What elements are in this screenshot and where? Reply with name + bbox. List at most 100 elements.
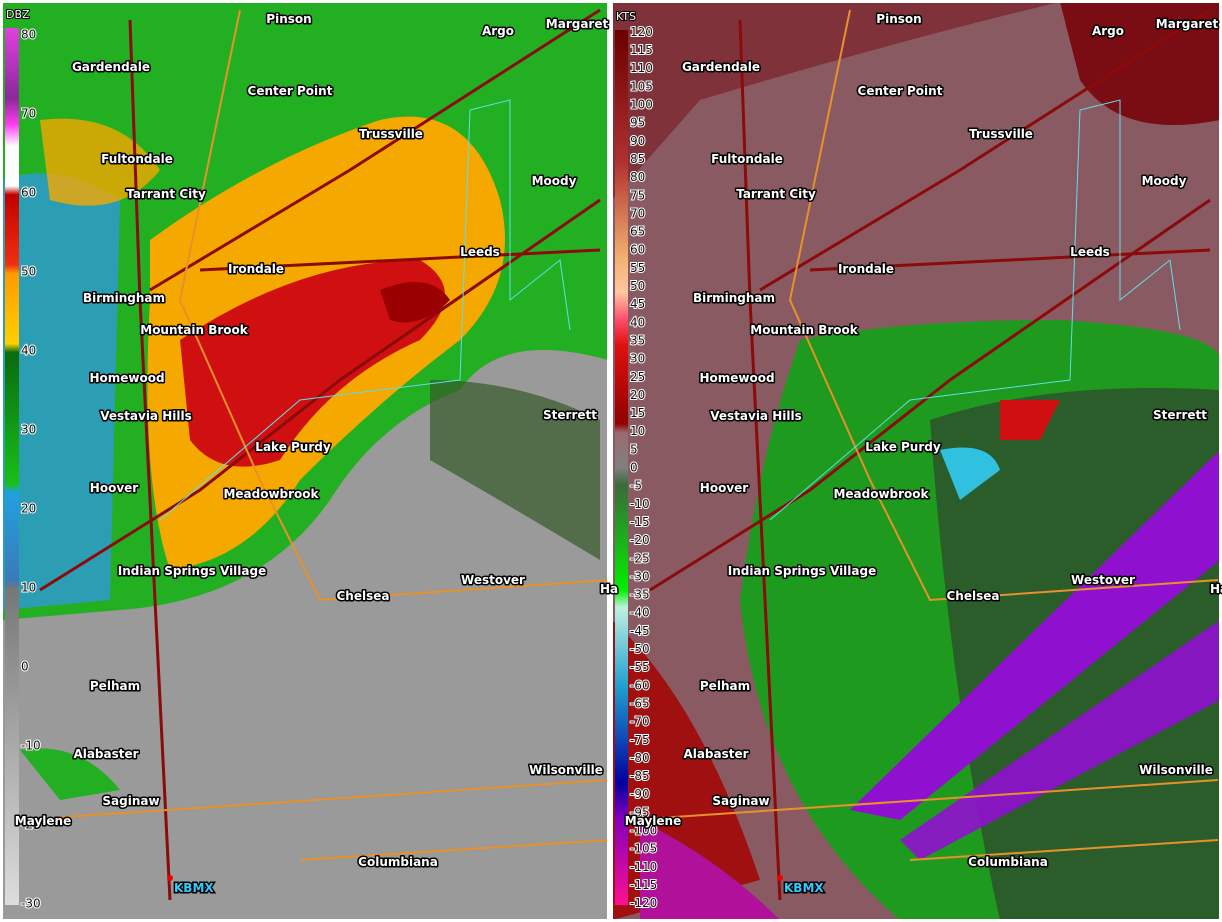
scale-label: -65 — [630, 696, 650, 710]
scale-label: -20 — [21, 818, 41, 832]
city-label: Pelham — [90, 679, 140, 693]
city-label: Homewood — [699, 371, 774, 385]
scale-label: 70 — [630, 206, 645, 220]
city-label: Mountain Brook — [140, 323, 248, 337]
scale-label: -20 — [630, 533, 650, 547]
city-label: Birmingham — [693, 291, 775, 305]
scale-label: -50 — [630, 642, 650, 656]
city-label: Lake Purdy — [255, 440, 331, 454]
city-label: Pinson — [266, 12, 311, 26]
scale-label: 0 — [21, 660, 29, 674]
scale-unit: DBZ — [6, 8, 30, 21]
scale-label: -45 — [630, 624, 650, 638]
city-label: Meadowbrook — [833, 487, 929, 501]
city-label: Ha — [600, 582, 618, 596]
scale-label: 80 — [630, 170, 645, 184]
scale-label: -35 — [630, 588, 650, 602]
scale-label: 20 — [21, 502, 36, 516]
city-label: Fultondale — [101, 152, 173, 166]
city-label: Birmingham — [83, 291, 165, 305]
scale-label: 70 — [21, 107, 36, 121]
scale-label: 25 — [630, 370, 645, 384]
scale-label: -115 — [630, 878, 657, 892]
scale-label: 115 — [630, 43, 653, 57]
city-label: Irondale — [228, 262, 284, 276]
velocity-panel — [612, 2, 1220, 920]
city-label: Tarrant City — [126, 187, 206, 201]
city-label: Homewood — [89, 371, 164, 385]
scale-label: -75 — [630, 733, 650, 747]
scale-label: 15 — [630, 406, 645, 420]
city-label: Leeds — [1070, 245, 1110, 259]
scale-label: -95 — [630, 805, 650, 819]
scale-label: 10 — [21, 581, 36, 595]
city-label: Indian Springs Village — [118, 564, 267, 578]
city-label: Center Point — [248, 84, 333, 98]
scale-label: -70 — [630, 715, 650, 729]
city-label: Hoover — [700, 481, 748, 495]
city-label: Center Point — [858, 84, 943, 98]
scale-label: -30 — [630, 569, 650, 583]
scale-label: -40 — [630, 606, 650, 620]
scale-label: 0 — [630, 461, 638, 475]
city-label: Trussville — [969, 127, 1033, 141]
scale-label: 40 — [21, 344, 36, 358]
scale-label: 30 — [21, 423, 36, 437]
city-label: Pelham — [700, 679, 750, 693]
city-label: Chelsea — [947, 589, 1000, 603]
city-label: Saginaw — [712, 794, 769, 808]
scale-label: 50 — [21, 265, 36, 279]
scale-label: 60 — [21, 186, 36, 200]
scale-label: 75 — [630, 188, 645, 202]
scale-label: 20 — [630, 388, 645, 402]
scale-label: -80 — [630, 751, 650, 765]
city-label: Margaret — [1156, 17, 1219, 31]
scale-label: 80 — [21, 28, 36, 42]
city-label: Columbiana — [968, 855, 1048, 869]
scale-label: -85 — [630, 769, 650, 783]
scale-label: 65 — [630, 225, 645, 239]
city-label: Chelsea — [337, 589, 390, 603]
city-label: Sterrett — [1153, 408, 1207, 422]
scale-label: 110 — [630, 61, 653, 75]
scale-label: -105 — [630, 842, 657, 856]
scale-label: -100 — [630, 824, 657, 838]
city-label: Gardendale — [682, 60, 760, 74]
city-label: Vestavia Hills — [100, 409, 191, 423]
radar-site: KBMX — [784, 881, 824, 895]
scale-label: 10 — [630, 424, 645, 438]
reflectivity-panel — [2, 2, 608, 920]
scale-label: 50 — [630, 279, 645, 293]
scale-unit: KTS — [616, 10, 636, 23]
scale-label: 5 — [630, 442, 638, 456]
city-label: Wilsonville — [529, 763, 603, 777]
scale-label: -10 — [630, 497, 650, 511]
scale-label: 45 — [630, 297, 645, 311]
scale-label: -15 — [630, 515, 650, 529]
city-label: Maylene — [625, 814, 681, 828]
scale-label: -60 — [630, 678, 650, 692]
city-label: Trussville — [359, 127, 423, 141]
scale-label: 105 — [630, 79, 653, 93]
city-label: Mountain Brook — [750, 323, 858, 337]
city-label: Fultondale — [711, 152, 783, 166]
scale-label: 90 — [630, 134, 645, 148]
scale-label: -10 — [21, 739, 41, 753]
city-label: Saginaw — [102, 794, 159, 808]
city-label: Westover — [1071, 573, 1135, 587]
city-label: Argo — [482, 24, 514, 38]
scale-label: 40 — [630, 315, 645, 329]
scale-label: 85 — [630, 152, 645, 166]
scale-label: 60 — [630, 243, 645, 257]
city-label: Meadowbrook — [223, 487, 319, 501]
scale-label: 35 — [630, 333, 645, 347]
city-label: Gardendale — [72, 60, 150, 74]
scale-label: -120 — [630, 896, 657, 910]
city-label: Westover — [461, 573, 525, 587]
scale-label: -30 — [21, 897, 41, 911]
scale-label: -90 — [630, 787, 650, 801]
city-label: Lake Purdy — [865, 440, 941, 454]
scale-label: 30 — [630, 352, 645, 366]
city-label: Tarrant City — [736, 187, 816, 201]
